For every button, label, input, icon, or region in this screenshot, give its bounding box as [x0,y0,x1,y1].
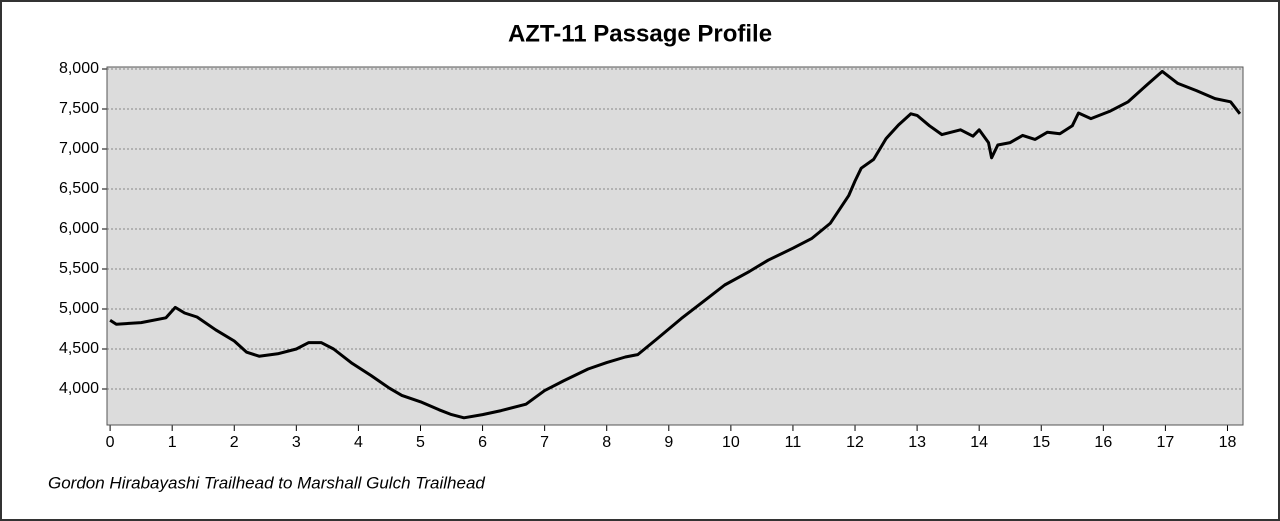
y-tick-label: 5,500 [59,260,99,277]
x-tick-label: 12 [846,434,864,451]
plot-area [107,67,1243,425]
x-tick-label: 4 [354,434,363,451]
x-tick-label: 5 [416,434,425,451]
y-tick-label: 7,500 [59,100,99,117]
x-tick-label: 14 [970,434,988,451]
x-tick-label: 2 [230,434,239,451]
y-tick-label: 7,000 [59,140,99,157]
x-tick-label: 15 [1032,434,1050,451]
elevation-line [109,69,1242,420]
x-tick-label: 16 [1094,434,1112,451]
x-tick-label: 10 [722,434,740,451]
x-tick-label: 1 [168,434,177,451]
x-tick-label: 0 [106,434,115,451]
x-tick-label: 7 [540,434,549,451]
x-tick-label: 9 [664,434,673,451]
x-tick-label: 11 [785,434,802,451]
plot-border [106,66,1244,426]
y-tick-label: 4,500 [59,340,99,357]
x-tick-label: 18 [1219,434,1237,451]
x-tick-label: 6 [478,434,487,451]
x-tick-label: 17 [1157,434,1175,451]
y-tick-label: 4,000 [59,380,99,397]
y-tick-label: 6,500 [59,180,99,197]
x-tick-label: 8 [602,434,611,451]
chart-subtitle: Gordon Hirabayashi Trailhead to Marshall… [48,473,485,492]
x-tick-label: 3 [292,434,301,451]
y-tick-label: 6,000 [59,220,99,237]
y-tick-label: 8,000 [59,60,99,77]
chart-title: AZT-11 Passage Profile [508,20,772,47]
x-tick-label: 13 [908,434,926,451]
y-tick-label: 5,000 [59,300,99,317]
